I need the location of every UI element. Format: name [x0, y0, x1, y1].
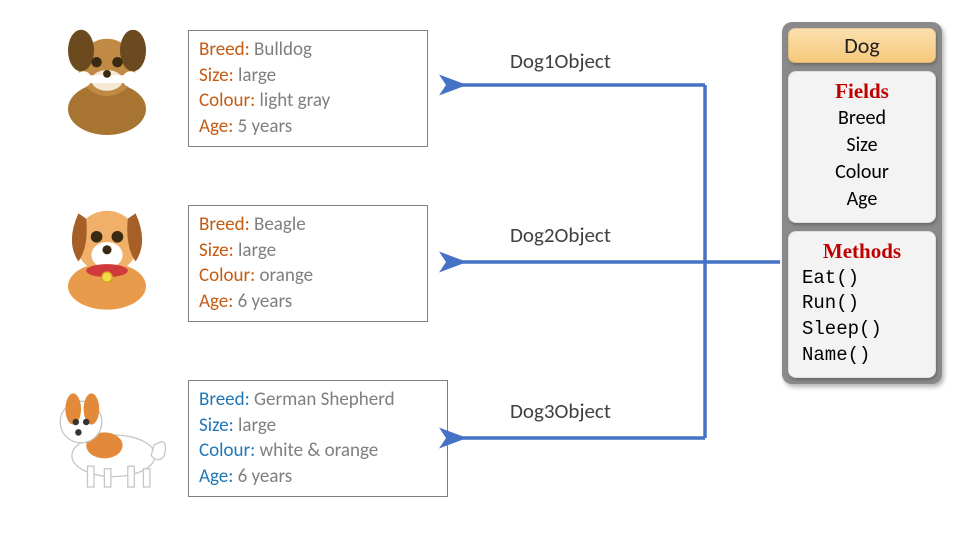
dog1-icon — [42, 18, 172, 148]
field-value: Beagle — [254, 213, 306, 236]
field-label-breed: Breed — [199, 213, 245, 236]
field-value: large — [238, 64, 276, 87]
field-value: German Shepherd — [254, 388, 395, 411]
dog3-icon — [42, 370, 172, 500]
field-value: large — [238, 414, 276, 437]
method-item: Eat() — [802, 266, 926, 292]
field-item: Breed — [798, 105, 926, 132]
methods-section: Methods Eat() Run() Sleep() Name() — [788, 231, 936, 378]
field-label-colour: Colour — [199, 439, 250, 462]
field-value: large — [238, 239, 276, 262]
field-label-age: Age — [199, 290, 228, 313]
dog-illustration-2 — [42, 190, 172, 320]
field-label-colour: Colour — [199, 264, 250, 287]
methods-header: Methods — [798, 237, 926, 265]
arrow-label-1: Dog1Object — [510, 48, 611, 74]
arrow-label-2: Dog2Object — [510, 222, 611, 248]
field-label-colour: Colour — [199, 89, 250, 112]
class-card: Dog Fields Breed Size Colour Age Methods… — [782, 22, 942, 384]
field-value: Bulldog — [254, 38, 312, 61]
class-title: Dog — [788, 28, 936, 63]
field-value: light gray — [260, 89, 331, 112]
object-box-1: Breed: Bulldog Size: large Colour: light… — [188, 30, 428, 147]
object-box-2: Breed: Beagle Size: large Colour: orange… — [188, 205, 428, 322]
field-label-age: Age — [199, 115, 228, 138]
dog-illustration-3 — [42, 370, 172, 500]
fields-header: Fields — [798, 77, 926, 105]
method-item: Name() — [802, 343, 926, 369]
field-label-age: Age — [199, 465, 228, 488]
field-value: white & orange — [260, 439, 379, 462]
field-item: Age — [798, 186, 926, 213]
field-label-breed: Breed — [199, 388, 245, 411]
field-item: Size — [798, 132, 926, 159]
dog-illustration-1 — [42, 18, 172, 148]
object-box-3: Breed: German Shepherd Size: large Colou… — [188, 380, 448, 497]
field-label-size: Size — [199, 239, 229, 262]
field-item: Colour — [798, 159, 926, 186]
field-value: 5 years — [238, 115, 293, 138]
field-label-size: Size — [199, 414, 229, 437]
fields-section: Fields Breed Size Colour Age — [788, 71, 936, 223]
dog2-icon — [42, 190, 172, 320]
field-value: orange — [260, 264, 314, 287]
field-label-breed: Breed — [199, 38, 245, 61]
field-value: 6 years — [238, 465, 293, 488]
method-item: Run() — [802, 291, 926, 317]
arrow-label-3: Dog3Object — [510, 398, 611, 424]
field-label-size: Size — [199, 64, 229, 87]
method-item: Sleep() — [802, 317, 926, 343]
field-value: 6 years — [238, 290, 293, 313]
